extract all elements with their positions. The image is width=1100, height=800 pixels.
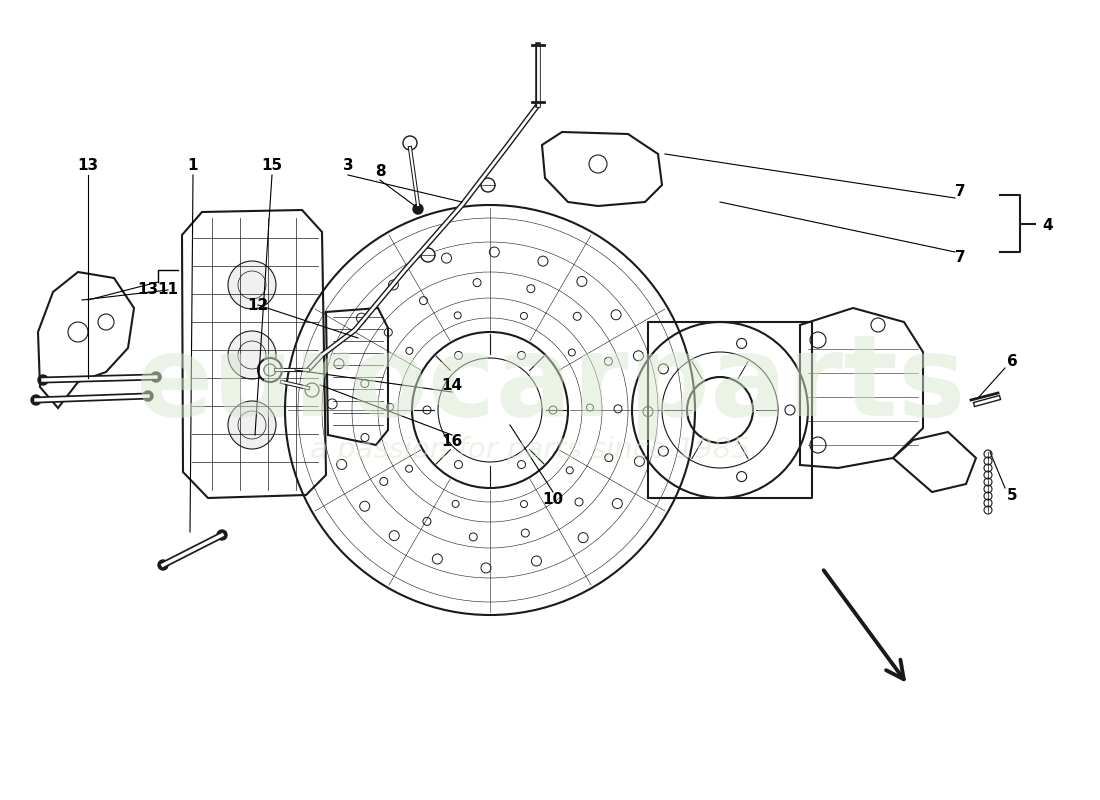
- Text: 7: 7: [955, 250, 966, 266]
- Circle shape: [454, 351, 462, 359]
- Circle shape: [31, 395, 41, 405]
- Circle shape: [158, 560, 168, 570]
- Circle shape: [258, 358, 282, 382]
- Text: 11: 11: [157, 282, 178, 298]
- Text: 16: 16: [441, 434, 463, 450]
- Circle shape: [481, 178, 495, 192]
- Circle shape: [517, 351, 526, 359]
- Text: 1: 1: [188, 158, 198, 173]
- Circle shape: [143, 391, 153, 401]
- Text: 10: 10: [542, 493, 563, 507]
- Circle shape: [403, 136, 417, 150]
- Circle shape: [549, 406, 557, 414]
- Circle shape: [228, 401, 276, 449]
- Circle shape: [785, 405, 795, 415]
- Circle shape: [424, 406, 431, 414]
- Text: 3: 3: [343, 158, 353, 173]
- Circle shape: [151, 372, 161, 382]
- Text: 12: 12: [248, 298, 268, 313]
- Circle shape: [228, 261, 276, 309]
- Circle shape: [517, 461, 526, 469]
- Circle shape: [39, 375, 48, 385]
- Text: 13: 13: [77, 158, 99, 173]
- Circle shape: [737, 338, 747, 349]
- Circle shape: [217, 530, 227, 540]
- Circle shape: [659, 364, 669, 374]
- Circle shape: [305, 383, 319, 397]
- Circle shape: [871, 318, 886, 332]
- Text: 15: 15: [262, 158, 283, 173]
- Text: 6: 6: [1006, 354, 1018, 370]
- Text: eurocarparts: eurocarparts: [134, 330, 966, 441]
- Circle shape: [659, 446, 669, 456]
- Circle shape: [454, 461, 462, 469]
- Text: a passion for parts since 1985: a passion for parts since 1985: [310, 436, 750, 464]
- Circle shape: [737, 471, 747, 482]
- Text: 5: 5: [1006, 487, 1018, 502]
- Circle shape: [412, 204, 424, 214]
- Text: 13: 13: [138, 282, 158, 298]
- Text: 8: 8: [375, 165, 385, 179]
- Circle shape: [810, 437, 826, 453]
- Circle shape: [810, 332, 826, 348]
- Circle shape: [228, 331, 276, 379]
- Text: 4: 4: [1042, 218, 1053, 234]
- Circle shape: [421, 248, 434, 262]
- Text: 14: 14: [441, 378, 463, 393]
- Text: 7: 7: [955, 185, 966, 199]
